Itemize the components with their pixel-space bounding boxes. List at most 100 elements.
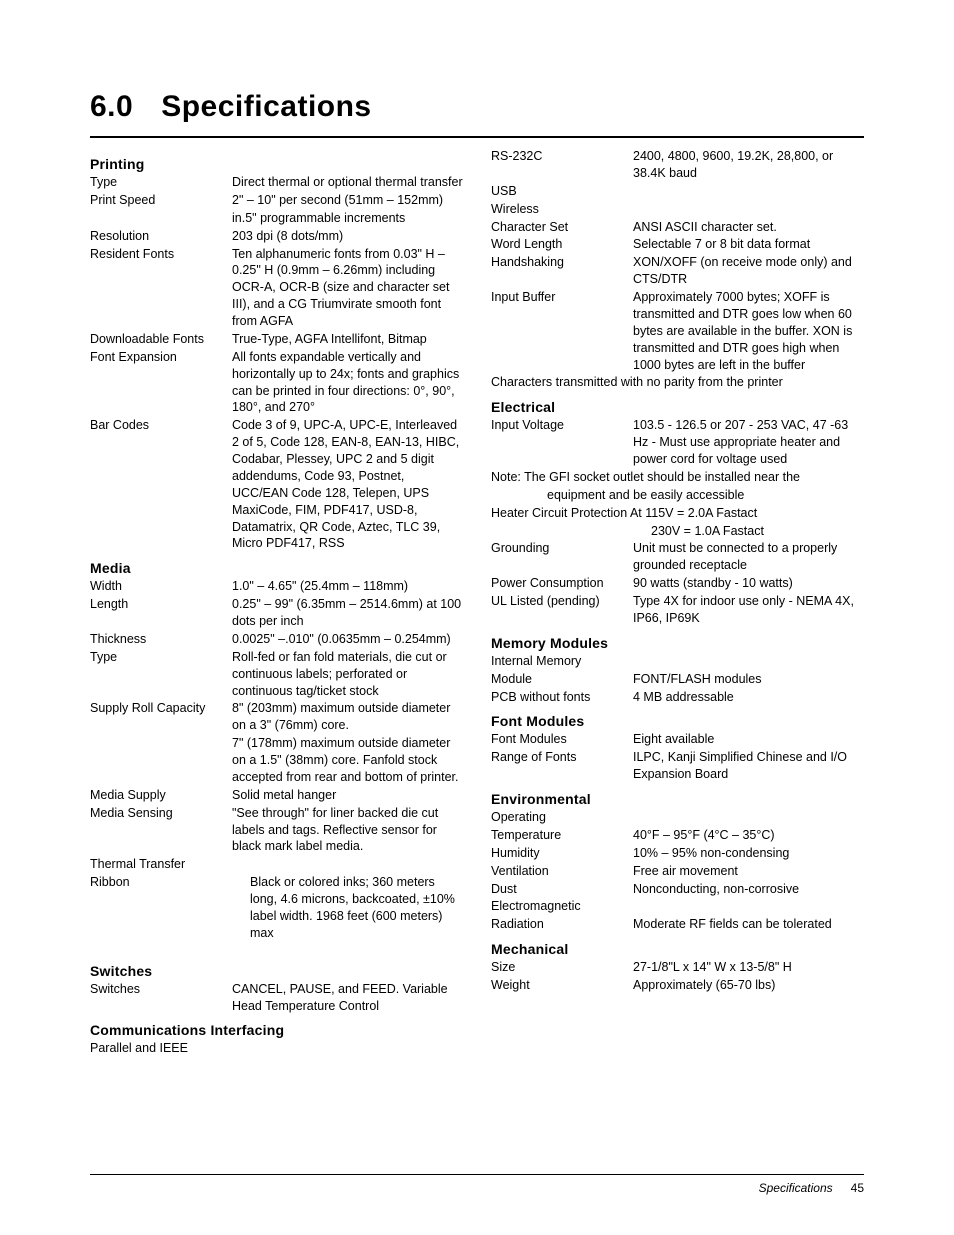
- spec-row: DustNonconducting, non-corrosive: [491, 881, 864, 898]
- spec-label: Thickness: [90, 631, 232, 648]
- content-columns: PrintingTypeDirect thermal or optional t…: [90, 148, 864, 1058]
- spec-value: Moderate RF fields can be tolerated: [633, 916, 864, 933]
- spec-row: Word LengthSelectable 7 or 8 bit data fo…: [491, 236, 864, 253]
- spec-label: Operating: [491, 809, 633, 826]
- spec-row: ModuleFONT/FLASH modules: [491, 671, 864, 688]
- spec-row: Font ModulesEight available: [491, 731, 864, 748]
- page-title: 6.0 Specifications: [90, 90, 864, 124]
- title-text: Specifications: [161, 90, 371, 123]
- spec-value: All fonts expandable vertically and hori…: [232, 349, 463, 417]
- spec-row: TypeRoll-fed or fan fold materials, die …: [90, 649, 463, 700]
- spec-row: Bar CodesCode 3 of 9, UPC-A, UPC-E, Inte…: [90, 417, 463, 552]
- spec-label: Character Set: [491, 219, 633, 236]
- spec-row: RS-232C2400, 4800, 9600, 19.2K, 28,800, …: [491, 148, 864, 182]
- title-number: 6.0: [90, 90, 133, 123]
- spec-value: ANSI ASCII character set.: [633, 219, 864, 236]
- spec-value: Black or colored inks; 360 meters long, …: [232, 874, 463, 942]
- section-heading: Electrical: [491, 399, 864, 415]
- section-heading: Font Modules: [491, 713, 864, 729]
- spec-value: [633, 201, 864, 218]
- section-heading: Switches: [90, 963, 463, 979]
- section-heading: Media: [90, 560, 463, 576]
- spec-value: 0.25" – 99" (6.35mm – 2514.6mm) at 100 d…: [232, 596, 463, 630]
- spec-row: Character SetANSI ASCII character set.: [491, 219, 864, 236]
- spec-label: Type: [90, 649, 232, 700]
- spec-row: WeightApproximately (65-70 lbs): [491, 977, 864, 994]
- spec-label: Handshaking: [491, 254, 633, 288]
- spec-row: Power Consumption90 watts (standby - 10 …: [491, 575, 864, 592]
- spec-continuation: in.5" programmable increments: [90, 210, 463, 227]
- spec-label: Grounding: [491, 540, 633, 574]
- spec-label: Resolution: [90, 228, 232, 245]
- spec-label: Supply Roll Capacity: [90, 700, 232, 734]
- spec-label: UL Listed (pending): [491, 593, 633, 627]
- spec-value: [633, 809, 864, 826]
- spec-value: Solid metal hanger: [232, 787, 463, 804]
- spec-row: PCB without fonts4 MB addressable: [491, 689, 864, 706]
- spec-value: Nonconducting, non-corrosive: [633, 881, 864, 898]
- spec-label: Range of Fonts: [491, 749, 633, 783]
- spec-value: 10% – 95% non-condensing: [633, 845, 864, 862]
- spec-continuation: 7" (178mm) maximum outside diameter on a…: [90, 735, 463, 786]
- spec-row: VentilationFree air movement: [491, 863, 864, 880]
- spec-row: UL Listed (pending)Type 4X for indoor us…: [491, 593, 864, 627]
- spec-row: Internal Memory: [491, 653, 864, 670]
- spec-label: Thermal Transfer: [90, 856, 232, 873]
- section-heading: Printing: [90, 156, 463, 172]
- spec-label: Input Buffer: [491, 289, 633, 373]
- spec-label: Wireless: [491, 201, 633, 218]
- spec-value: Type 4X for indoor use only - NEMA 4X, I…: [633, 593, 864, 627]
- spec-row: SwitchesCANCEL, PAUSE, and FEED. Variabl…: [90, 981, 463, 1015]
- spec-value: 90 watts (standby - 10 watts): [633, 575, 864, 592]
- spec-value: 8" (203mm) maximum outside diameter on a…: [232, 700, 463, 734]
- spec-label: Size: [491, 959, 633, 976]
- spec-row: Input BufferApproximately 7000 bytes; XO…: [491, 289, 864, 373]
- spec-value: 2400, 4800, 9600, 19.2K, 28,800, or 38.4…: [633, 148, 864, 182]
- spec-value: Selectable 7 or 8 bit data format: [633, 236, 864, 253]
- spec-line: Heater Circuit Protection At 115V = 2.0A…: [491, 505, 864, 522]
- spec-row: Downloadable FontsTrue-Type, AGFA Intell…: [90, 331, 463, 348]
- spec-row: USB: [491, 183, 864, 200]
- spec-row: HandshakingXON/XOFF (on receive mode onl…: [491, 254, 864, 288]
- spec-value: 27-1/8"L x 14" W x 13-5/8" H: [633, 959, 864, 976]
- spec-value: 203 dpi (8 dots/mm): [232, 228, 463, 245]
- spec-label: Electromagnetic: [491, 898, 633, 915]
- right-column: RS-232C2400, 4800, 9600, 19.2K, 28,800, …: [491, 148, 864, 1058]
- spec-label: Font Expansion: [90, 349, 232, 417]
- spec-label: Humidity: [491, 845, 633, 862]
- spec-line: Characters transmitted with no parity fr…: [491, 374, 864, 391]
- spec-value: True-Type, AGFA Intellifont, Bitmap: [232, 331, 463, 348]
- spec-row: Resolution203 dpi (8 dots/mm): [90, 228, 463, 245]
- spec-value: Roll-fed or fan fold materials, die cut …: [232, 649, 463, 700]
- spec-label: Radiation: [491, 916, 633, 933]
- spec-label: Temperature: [491, 827, 633, 844]
- spec-row: Input Voltage103.5 - 126.5 or 207 - 253 …: [491, 417, 864, 468]
- spec-value: XON/XOFF (on receive mode only) and CTS/…: [633, 254, 864, 288]
- spec-value: Code 3 of 9, UPC-A, UPC-E, Interleaved 2…: [232, 417, 463, 552]
- spec-row: Font ExpansionAll fonts expandable verti…: [90, 349, 463, 417]
- spec-value: Unit must be connected to a properly gro…: [633, 540, 864, 574]
- spec-row: Media SupplySolid metal hanger: [90, 787, 463, 804]
- spec-value: FONT/FLASH modules: [633, 671, 864, 688]
- spec-value: "See through" for liner backed die cut l…: [232, 805, 463, 856]
- spec-row: Width1.0" – 4.65" (25.4mm – 118mm): [90, 578, 463, 595]
- spec-label: Input Voltage: [491, 417, 633, 468]
- spec-row: Electromagnetic: [491, 898, 864, 915]
- spec-label: Ribbon: [90, 874, 232, 942]
- left-column: PrintingTypeDirect thermal or optional t…: [90, 148, 463, 1058]
- spec-label: Ventilation: [491, 863, 633, 880]
- spec-row: Humidity10% – 95% non-condensing: [491, 845, 864, 862]
- spec-value: Free air movement: [633, 863, 864, 880]
- spec-row: Media Sensing"See through" for liner bac…: [90, 805, 463, 856]
- spec-label: Module: [491, 671, 633, 688]
- spec-label: PCB without fonts: [491, 689, 633, 706]
- spec-label: Media Supply: [90, 787, 232, 804]
- section-heading: Environmental: [491, 791, 864, 807]
- spec-value: Eight available: [633, 731, 864, 748]
- spec-label: Type: [90, 174, 232, 191]
- spec-label: Power Consumption: [491, 575, 633, 592]
- spec-value: 1.0" – 4.65" (25.4mm – 118mm): [232, 578, 463, 595]
- spec-label: Resident Fonts: [90, 246, 232, 330]
- spec-label: Switches: [90, 981, 232, 1015]
- spec-value: 40°F – 95°F (4°C – 35°C): [633, 827, 864, 844]
